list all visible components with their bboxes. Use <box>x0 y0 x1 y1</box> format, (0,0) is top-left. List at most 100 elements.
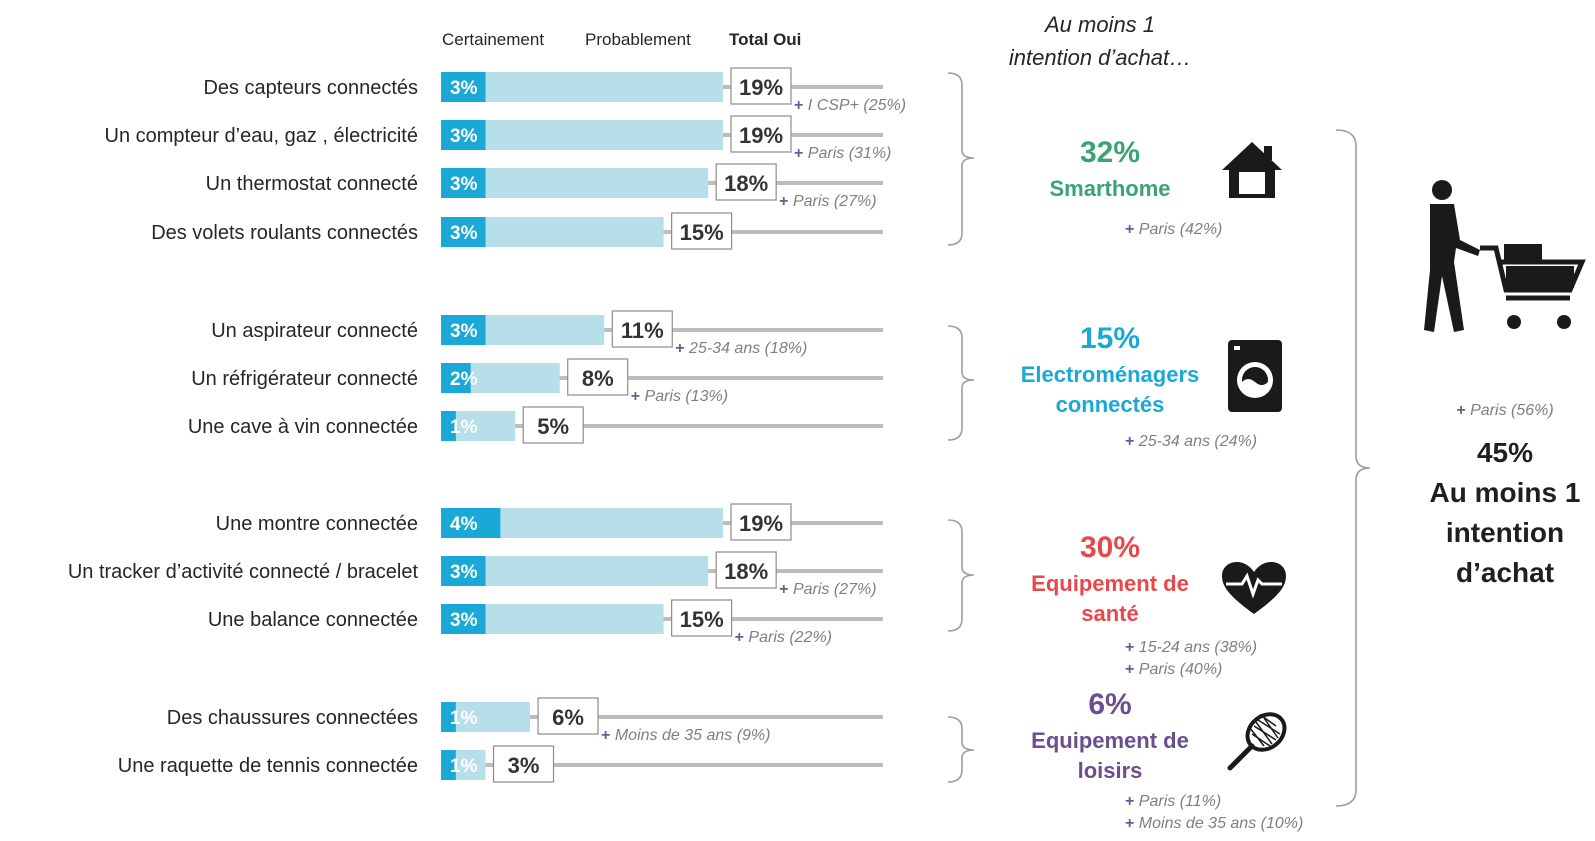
top-note-line1: Au moins 1 <box>1043 12 1155 37</box>
subgroup-note: + Paris (27%) <box>779 193 876 210</box>
bar-certainement <box>441 120 486 150</box>
header-certainement: Certainement <box>442 30 544 49</box>
certainement-label: 3% <box>450 562 478 583</box>
bar-certainement <box>441 556 486 586</box>
header-total-oui: Total Oui <box>729 30 801 49</box>
subgroup-note: + Paris (31%) <box>794 145 891 162</box>
subgroup-note: + Paris (13%) <box>631 388 728 405</box>
row-label: Un thermostat connecté <box>206 173 418 195</box>
total-label: 15% <box>680 220 724 245</box>
certainement-label: 3% <box>450 126 478 147</box>
total-label: 5% <box>537 414 569 439</box>
group-brace <box>947 716 975 783</box>
certainement-label: 1% <box>450 417 478 438</box>
subgroup-note: + Moins de 35 ans (9%) <box>601 727 770 744</box>
total-label: 18% <box>724 559 768 584</box>
group-subgroup-note: + 15-24 ans (38%) <box>1125 639 1257 656</box>
bar-probablement <box>441 72 723 102</box>
row-label: Un tracker d’activité connecté / bracele… <box>68 561 419 583</box>
total-label: 11% <box>621 318 664 343</box>
total-box <box>611 310 673 348</box>
total-box <box>567 358 629 396</box>
overall-subgroup-note: + Paris (56%) <box>1456 402 1553 419</box>
certainement-label: 1% <box>450 756 478 777</box>
bar-certainement <box>441 411 456 441</box>
bar-certainement <box>441 604 486 634</box>
group-name: connectés <box>1056 392 1165 417</box>
group-subgroup-note: + Paris (40%) <box>1125 661 1222 678</box>
subgroup-note: + Paris (27%) <box>779 581 876 598</box>
group-percentage: 6% <box>1088 688 1131 721</box>
bar-certainement <box>441 750 456 780</box>
row-label: Une montre connectée <box>216 513 418 535</box>
certainement-label: 3% <box>450 321 478 342</box>
certainement-label: 3% <box>450 610 478 631</box>
total-label: 19% <box>739 511 783 536</box>
total-label: 19% <box>739 123 783 148</box>
certainement-label: 3% <box>450 174 478 195</box>
group-percentage: 15% <box>1080 322 1140 355</box>
subgroup-note: + I CSP+ (25%) <box>794 97 906 114</box>
subgroup-note: + Paris (22%) <box>735 629 832 646</box>
bar-certainement <box>441 702 456 732</box>
row-label: Des chaussures connectées <box>167 707 418 729</box>
group-brace <box>947 325 975 441</box>
overall-label: intention <box>1446 517 1564 548</box>
total-box <box>492 745 555 783</box>
certainement-label: 1% <box>450 708 478 729</box>
row-label: Une raquette de tennis connectée <box>118 755 418 777</box>
group-subgroup-note: + 25-34 ans (24%) <box>1125 433 1257 450</box>
header-probablement: Probablement <box>585 30 691 49</box>
total-box <box>537 697 599 735</box>
row-label: Une balance connectée <box>208 609 418 631</box>
group-percentage: 32% <box>1080 136 1140 169</box>
total-box <box>715 551 777 589</box>
bar-certainement <box>441 363 471 393</box>
total-label: 18% <box>724 171 768 196</box>
group-subgroup-note: + Paris (42%) <box>1125 221 1222 238</box>
total-box <box>730 67 792 105</box>
bar-certainement <box>441 72 486 102</box>
certainement-label: 3% <box>450 223 478 244</box>
group-name: Equipement de <box>1031 571 1189 596</box>
row-label: Des volets roulants connectés <box>151 222 418 244</box>
total-label: 8% <box>582 366 614 391</box>
washing-machine-icon <box>1228 340 1282 412</box>
group-name: Electroménagers <box>1021 362 1200 387</box>
total-box <box>671 599 733 637</box>
subgroup-note: + 25-34 ans (18%) <box>675 340 807 357</box>
bar-certainement <box>441 315 486 345</box>
tennis-racket-icon <box>1227 712 1287 771</box>
group-name: Smarthome <box>1049 176 1170 201</box>
overall-brace <box>1335 129 1371 807</box>
bar-certainement <box>441 168 486 198</box>
overall-label: Au moins 1 <box>1430 477 1581 508</box>
group-percentage: 30% <box>1080 531 1140 564</box>
certainement-label: 4% <box>450 514 478 535</box>
total-box <box>715 163 777 201</box>
total-label: 19% <box>739 75 783 100</box>
group-subgroup-note: + Paris (11%) <box>1125 793 1221 810</box>
certainement-label: 3% <box>450 78 478 99</box>
shopping-cart-person-icon <box>1424 180 1586 332</box>
bar-certainement <box>441 508 501 538</box>
total-box <box>671 212 733 250</box>
total-box <box>522 406 584 444</box>
total-label: 15% <box>680 607 724 632</box>
total-label: 6% <box>552 705 584 730</box>
group-name: loisirs <box>1078 758 1143 783</box>
overall-percentage: 45% <box>1477 437 1533 468</box>
heart-pulse-icon <box>1222 562 1286 614</box>
row-label: Une cave à vin connectée <box>188 416 418 438</box>
row-label: Un compteur d’eau, gaz , électricité <box>105 125 419 147</box>
total-box <box>730 503 792 541</box>
top-note-line2: intention d’achat… <box>1009 45 1191 70</box>
group-name: Equipement de <box>1031 728 1189 753</box>
certainement-label: 2% <box>450 369 478 390</box>
group-name: santé <box>1081 601 1138 626</box>
bar-certainement <box>441 217 486 247</box>
group-brace <box>947 72 975 246</box>
house-icon <box>1222 142 1282 198</box>
group-subgroup-note: + Moins de 35 ans (10%) <box>1125 815 1303 832</box>
